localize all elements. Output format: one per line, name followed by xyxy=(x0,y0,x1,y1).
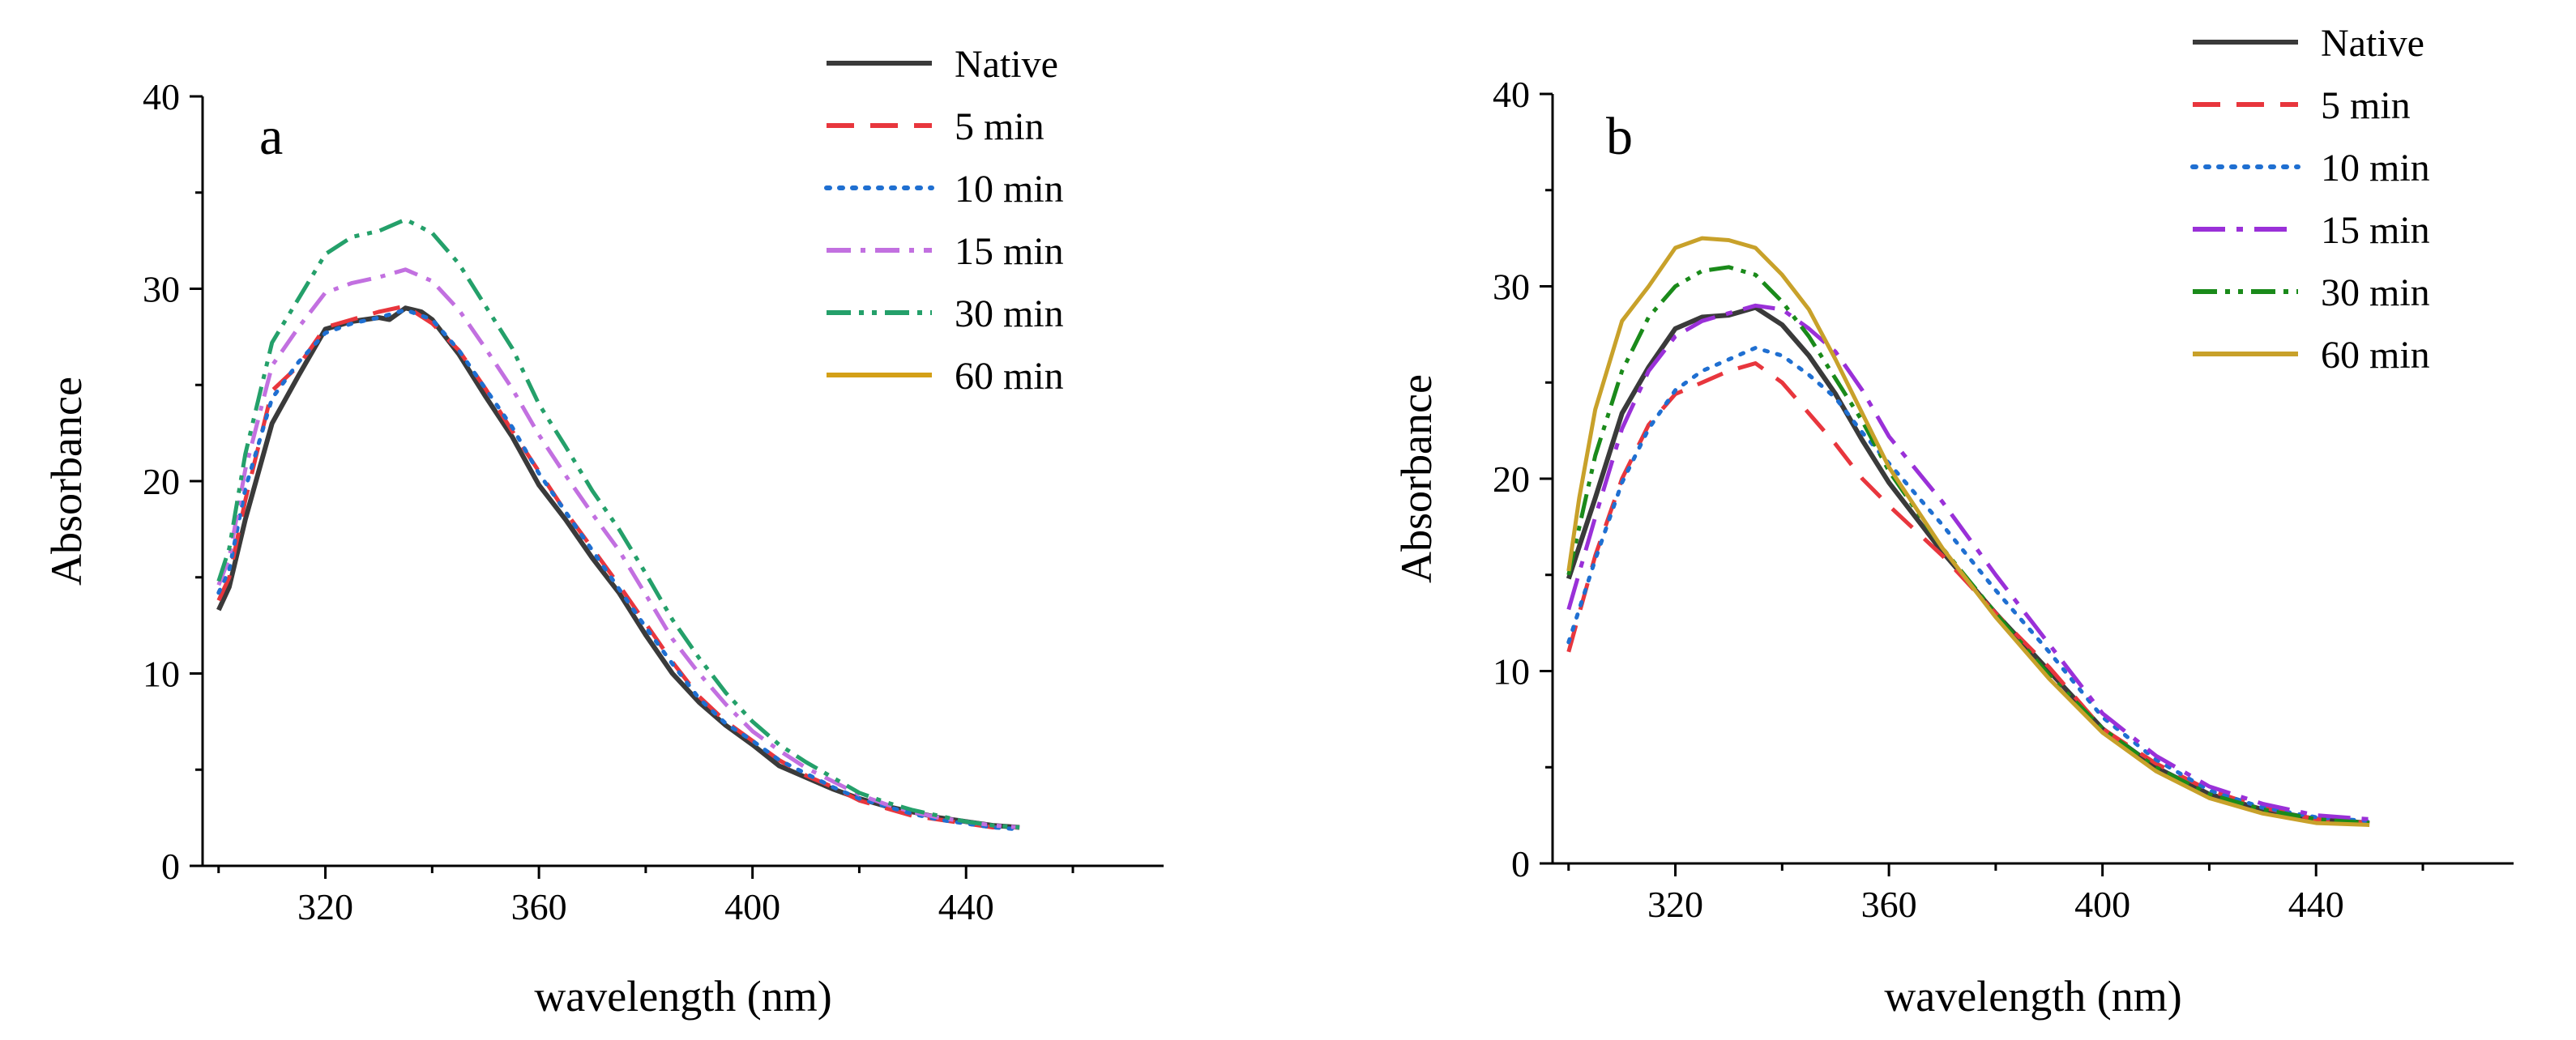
x-tick-label: 320 xyxy=(297,886,353,927)
series-line-5-min xyxy=(1566,361,2370,825)
series-line-10-min xyxy=(216,308,1022,832)
x-tick-label: 440 xyxy=(2288,884,2344,925)
legend-label: 30 min xyxy=(955,292,1064,335)
y-axis-title: Absorbance xyxy=(42,377,91,586)
y-tick-label: 30 xyxy=(143,269,180,310)
legend-label: 30 min xyxy=(2321,271,2430,314)
legend-label: 5 min xyxy=(955,105,1044,148)
legend-label: 15 min xyxy=(955,230,1064,273)
legend-label: Native xyxy=(2321,22,2424,65)
series-line-native xyxy=(216,305,1020,830)
chart-panel-b: 320 360 400 440 0 10 20 30 40 wavelength (nm) Abso… xyxy=(1392,22,2514,1021)
series-line-10-min xyxy=(1566,346,2372,824)
x-axis-title: wavelength (nm) xyxy=(1884,972,2181,1021)
y-tick-label: 0 xyxy=(1511,843,1530,884)
legend-label: 60 min xyxy=(2321,334,2430,377)
y-tick-label: 10 xyxy=(143,654,180,695)
y-tick-label: 0 xyxy=(161,846,180,887)
panel-letter: b xyxy=(1606,107,1633,166)
x-tick-label: 400 xyxy=(2074,884,2130,925)
chart-panel-a: 320 360 400 440 0 10 20 30 40 wavelength (nm) Abso… xyxy=(42,43,1164,1021)
y-tick-label: 40 xyxy=(1493,74,1530,115)
y-tick-label: 20 xyxy=(1493,458,1530,500)
series-line-5-min xyxy=(216,304,1020,829)
x-tick-label: 440 xyxy=(938,886,994,927)
legend-label: 15 min xyxy=(2321,209,2430,252)
legend-label: 10 min xyxy=(955,168,1064,211)
y-axis-title: Absorbance xyxy=(1392,374,1441,583)
series-line-30-min xyxy=(1566,265,2370,825)
legend-label: 60 min xyxy=(955,355,1064,398)
x-tick-label: 360 xyxy=(511,886,567,927)
x-tick-label: 400 xyxy=(724,886,780,927)
series-line-15-min xyxy=(1566,303,2370,821)
legend-label: 5 min xyxy=(2321,84,2411,127)
x-tick-label: 320 xyxy=(1647,884,1703,925)
series-line-60-min xyxy=(1566,236,2370,827)
y-tick-label: 20 xyxy=(143,461,180,502)
series-line-native xyxy=(1566,305,2370,826)
y-tick-label: 10 xyxy=(1493,651,1530,693)
legend-label: 10 min xyxy=(2321,147,2430,190)
x-axis-title: wavelength (nm) xyxy=(534,972,831,1021)
series-line-15-min xyxy=(216,267,1020,829)
x-tick-label: 360 xyxy=(1861,884,1917,925)
y-tick-label: 30 xyxy=(1493,266,1530,308)
legend-label: Native xyxy=(955,43,1058,86)
y-tick-label: 40 xyxy=(143,76,180,117)
series-line-30-min xyxy=(216,217,1020,829)
panel-letter: a xyxy=(259,107,283,166)
